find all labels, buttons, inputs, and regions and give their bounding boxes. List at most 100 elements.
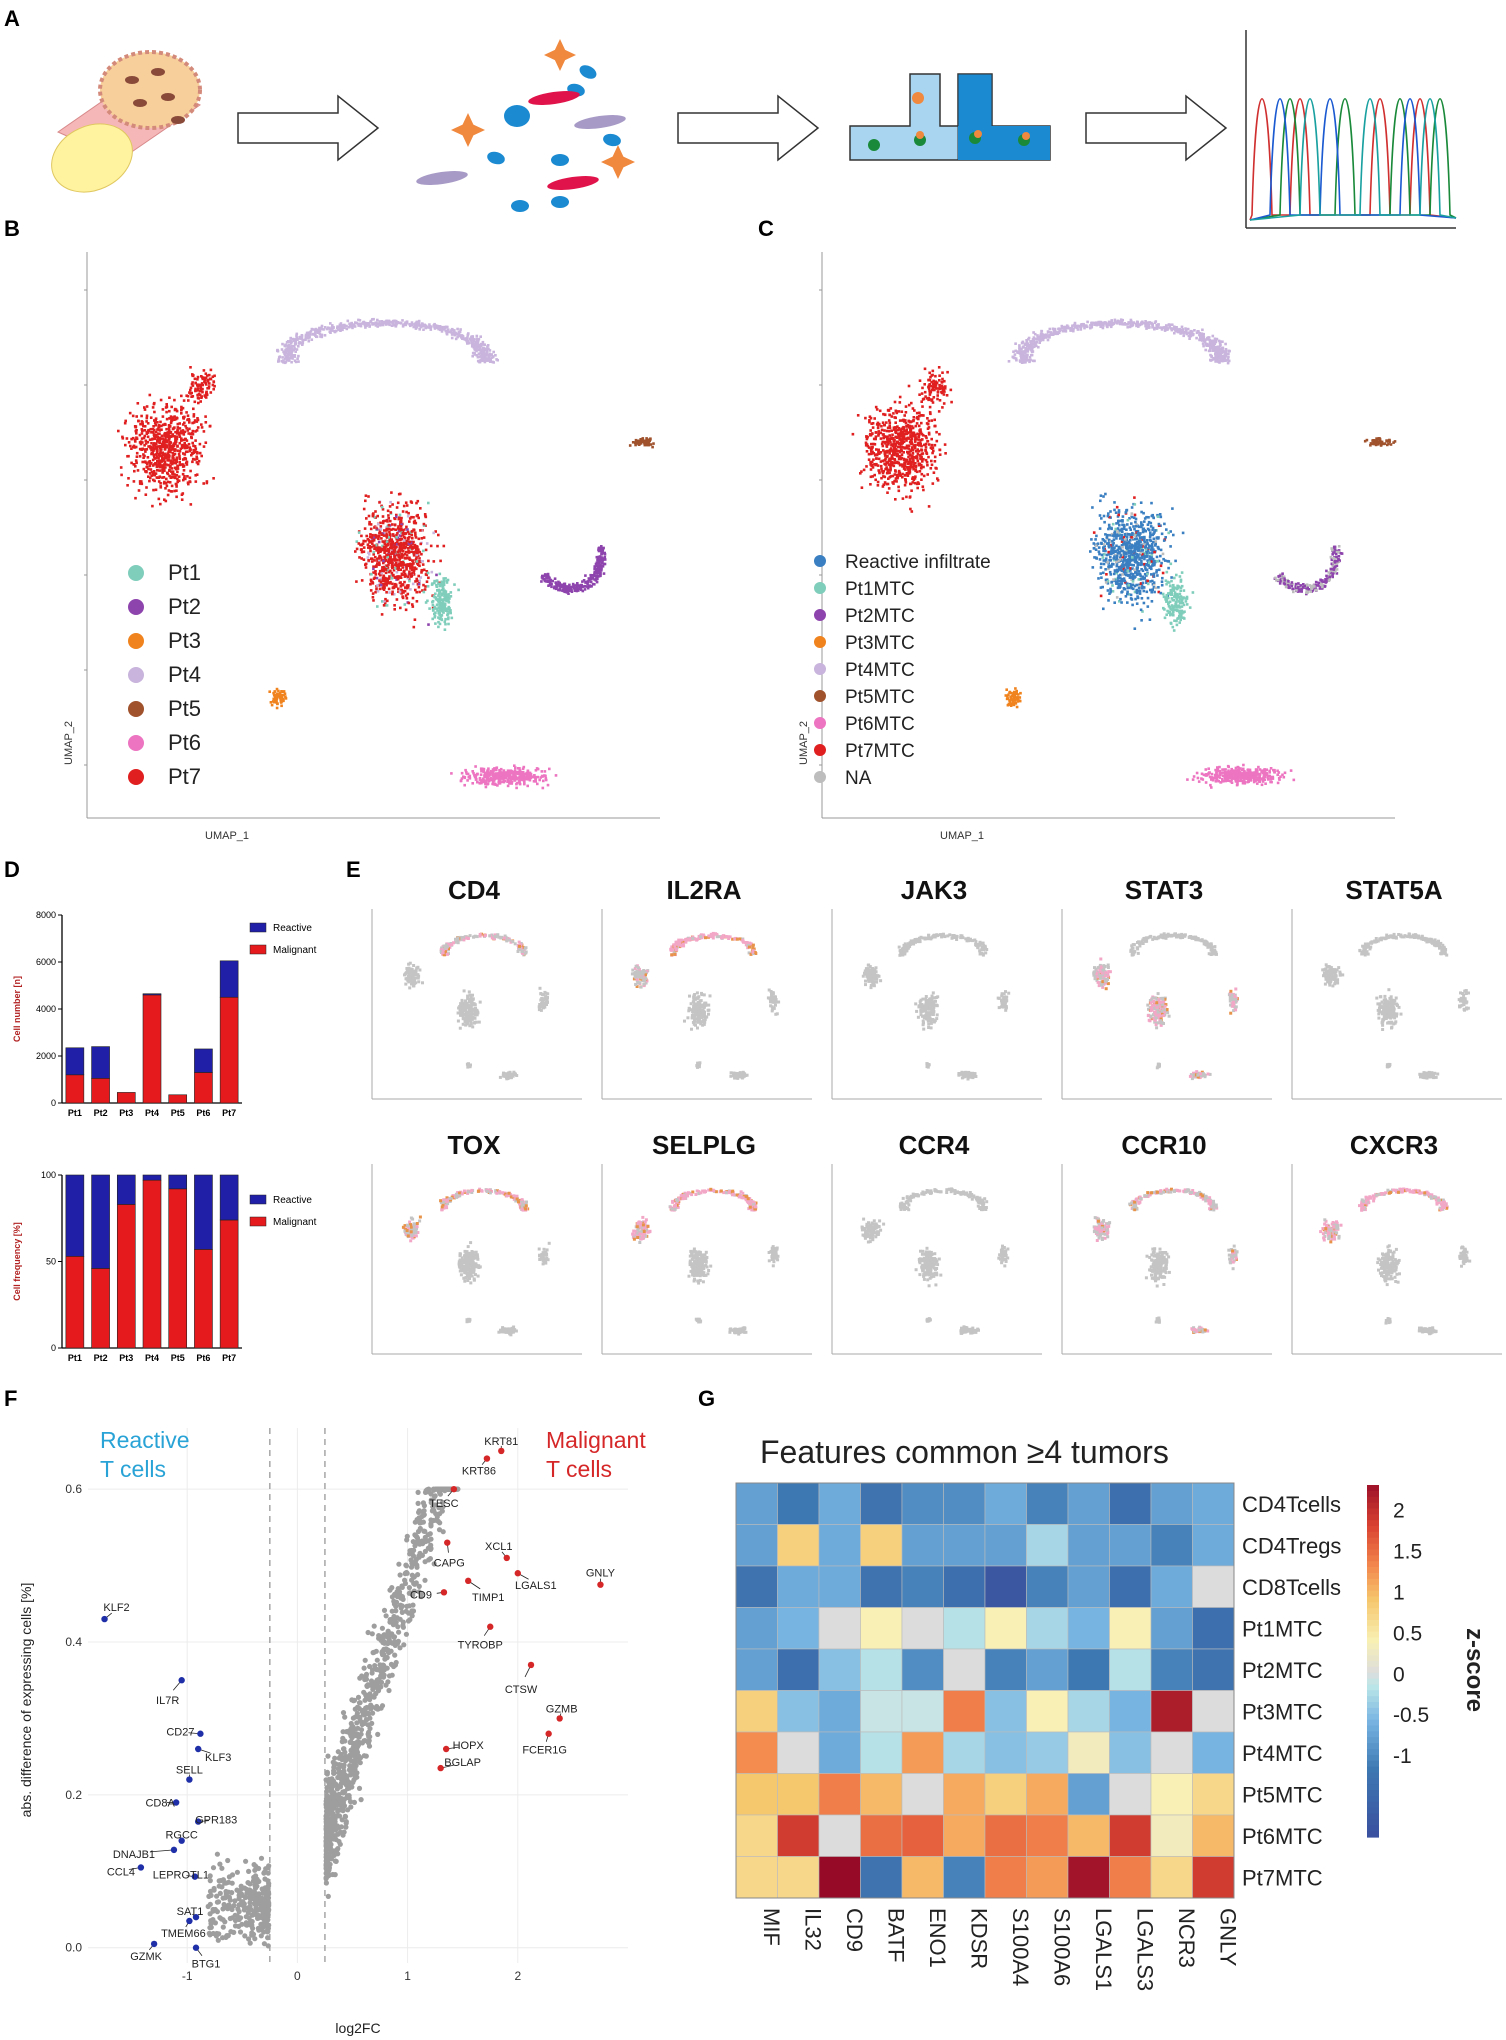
- umap-cell: [190, 453, 193, 457]
- umap-cell: [380, 533, 384, 536]
- umap-cell: [1056, 332, 1059, 336]
- umap-cell: [390, 491, 393, 494]
- umap-cell: [154, 488, 158, 492]
- umap-cell: [282, 690, 286, 693]
- umap-cell: [126, 455, 129, 458]
- umap-cell: [375, 526, 378, 530]
- umap-cell: [488, 349, 492, 352]
- umap-cell: [323, 334, 327, 337]
- umap-cell: [631, 441, 635, 444]
- umap-cell: [866, 444, 870, 448]
- umap-cell: [883, 423, 886, 427]
- umap-cell: [309, 330, 313, 333]
- umap-cell: [1142, 601, 1146, 605]
- umap-cell: [168, 424, 172, 428]
- umap-cell: [393, 559, 397, 562]
- umap-cell: [191, 421, 194, 425]
- umap-cell: [125, 437, 129, 440]
- umap-cell: [520, 773, 524, 776]
- umap-cell: [883, 452, 887, 456]
- umap-cell: [1032, 342, 1035, 346]
- umap-cell: [928, 405, 932, 409]
- umap-cell: [437, 533, 440, 537]
- umap-cell: [943, 379, 946, 383]
- umap-cell: [397, 517, 401, 521]
- umap-cell: [280, 690, 283, 693]
- umap-cell: [592, 574, 595, 577]
- umap-cell: [888, 426, 892, 430]
- umap-cell: [442, 581, 446, 585]
- umap-cell: [158, 469, 161, 472]
- umap-cell: [910, 489, 913, 492]
- umap-cell: [422, 328, 425, 331]
- umap-cell: [640, 438, 643, 441]
- umap-cell: [874, 437, 877, 441]
- umap-cell: [883, 475, 887, 479]
- umap-cell: [1065, 324, 1069, 327]
- umap-cell: [1019, 360, 1022, 363]
- umap-cell: [1023, 356, 1027, 360]
- umap-cell: [385, 578, 389, 581]
- umap-cell: [301, 339, 304, 342]
- umap-cell: [568, 583, 571, 587]
- legend-marker-pt6: [128, 735, 144, 751]
- umap-cell: [320, 324, 324, 328]
- umap-cell: [865, 443, 869, 446]
- umap-cell: [282, 699, 285, 703]
- umap-cell: [287, 359, 291, 362]
- umap-cell: [513, 764, 516, 767]
- umap-cell: [480, 780, 484, 784]
- umap-cell: [357, 318, 360, 322]
- umap-cell: [914, 469, 917, 473]
- umap-cell: [410, 550, 413, 553]
- umap-cell: [121, 435, 124, 439]
- umap-cell: [441, 605, 444, 608]
- umap-cell: [388, 539, 392, 543]
- umap-cell: [902, 467, 906, 470]
- umap-cell: [475, 354, 479, 357]
- umap-cell: [178, 454, 181, 458]
- umap-cell: [1153, 326, 1157, 330]
- umap-cell: [603, 562, 607, 566]
- umap-cell: [595, 561, 599, 565]
- umap-cell: [406, 543, 409, 547]
- umap-cell: [495, 358, 498, 361]
- umap-cell: [942, 402, 946, 405]
- umap-cell: [938, 399, 942, 402]
- umap-cell: [161, 469, 164, 472]
- umap-cell: [1099, 325, 1103, 328]
- umap-cell: [916, 432, 919, 436]
- umap-cell: [888, 452, 891, 455]
- umap-cell: [885, 437, 889, 440]
- umap-cell: [387, 536, 390, 539]
- umap-cell: [527, 771, 531, 775]
- umap-cell: [403, 552, 407, 556]
- umap-cell: [930, 437, 933, 441]
- umap-cell: [399, 520, 402, 524]
- umap-cell: [158, 454, 162, 458]
- umap-cell: [178, 463, 182, 467]
- umap-cell: [176, 467, 180, 470]
- umap-cell: [370, 573, 373, 576]
- umap-cell: [917, 433, 921, 436]
- umap-cell: [1038, 340, 1042, 343]
- umap-cell: [422, 324, 426, 327]
- umap-cell: [281, 356, 284, 359]
- umap-cell: [638, 440, 641, 443]
- umap-cell: [459, 779, 463, 783]
- umap-cell: [398, 527, 401, 531]
- umap-cell: [597, 575, 601, 578]
- umap-cell: [1021, 340, 1025, 344]
- umap-cell: [1206, 337, 1210, 341]
- umap-cell: [395, 515, 398, 518]
- umap-cell: [925, 436, 928, 440]
- umap-cell: [403, 542, 406, 545]
- umap-cell: [898, 401, 902, 404]
- umap-cell: [202, 445, 206, 448]
- umap-cell: [418, 550, 422, 554]
- umap-cell: [428, 323, 431, 326]
- umap-cell: [165, 427, 168, 431]
- umap-cell: [472, 771, 475, 775]
- umap-cell: [1047, 331, 1050, 334]
- umap-cell: [165, 463, 168, 466]
